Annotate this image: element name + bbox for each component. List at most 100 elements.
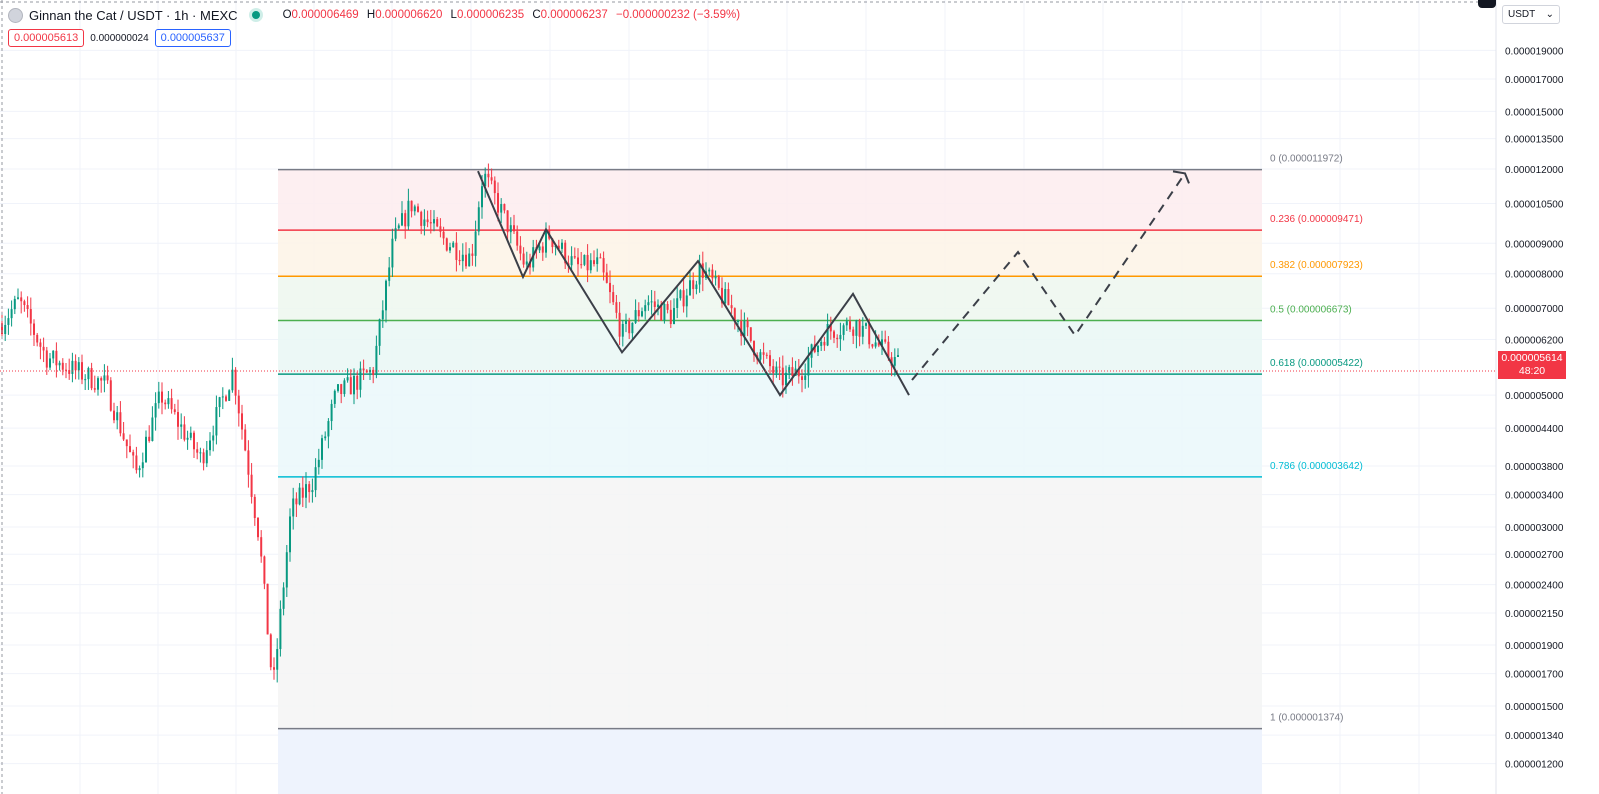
candle-body [429, 222, 432, 224]
candle-body [775, 366, 778, 374]
candle-body [58, 362, 61, 366]
current-price-value: 0.000005614 [1501, 352, 1563, 365]
fib-level-label: 0.618 (0.000005422) [1270, 358, 1363, 369]
symbol-title[interactable]: Ginnan the Cat / USDT · 1h · MEXC [29, 7, 238, 23]
fib-level-label: 0.5 (0.000006673) [1270, 305, 1352, 316]
candlestick-series [1, 163, 899, 683]
candle-body [746, 320, 749, 328]
candle-body [458, 259, 461, 262]
candle-body [33, 323, 35, 335]
candle-body [749, 327, 752, 342]
candle-body [106, 375, 109, 381]
fib-level-label: 1 (0.000001374) [1270, 713, 1343, 724]
candle-body [337, 384, 339, 391]
price-tick-label: 0.000004400 [1505, 424, 1564, 435]
candle-body [71, 360, 74, 374]
candle-body [221, 396, 224, 398]
candle-body [445, 238, 448, 251]
change-value: −0.000000232 (−3.59%) [615, 9, 741, 21]
zigzag-pattern[interactable] [477, 170, 910, 397]
candle-body [141, 462, 144, 469]
candle-body [250, 474, 253, 497]
candle-body [298, 487, 301, 505]
currency-select[interactable]: USDT ⌄ [1502, 5, 1560, 24]
candle-body [189, 432, 192, 438]
candle-body [778, 366, 781, 368]
price-axis: 0.000019000 0.000017000 0.000015000 0.00001… [1495, 0, 1599, 794]
candle-body [404, 213, 407, 227]
candle-body [753, 341, 755, 356]
candle-body [637, 310, 640, 317]
candle-body [471, 253, 474, 256]
candle-countdown: 48:20 [1518, 365, 1546, 378]
candle-body [173, 409, 176, 413]
candle-body [100, 378, 103, 381]
fib-zone [278, 230, 1262, 277]
price-tick-label: 0.000003000 [1505, 523, 1564, 534]
candle-body [4, 324, 7, 335]
candle-body [346, 377, 349, 381]
candle-body [385, 280, 387, 311]
candle-body [570, 256, 573, 266]
candle-body [410, 200, 413, 212]
candle-body [225, 396, 227, 401]
candle-body [509, 225, 512, 233]
candle-body [113, 410, 115, 421]
candle-body [628, 320, 631, 334]
candle-body [129, 446, 131, 453]
candle-body [769, 355, 771, 367]
fibonacci-levels: 0 (0.000011972) 0.236 (0.000009471) 0.382 … [278, 154, 1363, 730]
price-tick-label: 0.000001700 [1505, 670, 1564, 681]
sell-button[interactable]: 0.000005613 [8, 29, 85, 47]
candle-body [602, 258, 605, 273]
price-tick-label: 0.000010500 [1505, 199, 1564, 210]
buy-button[interactable]: 0.000005637 [154, 29, 231, 47]
candle-body [289, 516, 291, 553]
candle-body [263, 556, 266, 584]
candle-body [401, 213, 403, 226]
candle-body [733, 308, 736, 322]
candle-body [829, 323, 832, 332]
fib-zone-extension [278, 728, 1262, 794]
candle-body [413, 206, 416, 212]
settings-icon[interactable] [1478, 0, 1496, 8]
candle-body [122, 433, 125, 440]
candle-body [490, 177, 493, 181]
candle-body [785, 372, 787, 386]
candle-body [781, 367, 784, 386]
candle-body [740, 321, 743, 337]
candle-body [378, 319, 381, 346]
candle-body [269, 634, 272, 668]
candle-body [842, 325, 845, 335]
candle-body [391, 238, 394, 268]
candle-body [138, 468, 141, 471]
candle-body [295, 498, 298, 505]
candle-body [55, 350, 58, 366]
candle-body [324, 436, 327, 439]
candle-body [20, 297, 23, 302]
candle-body [765, 354, 768, 356]
candle-body [154, 403, 157, 418]
candle-body [503, 204, 506, 211]
candle-body [282, 587, 285, 609]
price-tick-label: 0.000012000 [1505, 165, 1564, 176]
candle-body [599, 257, 602, 259]
candle-body [343, 380, 346, 395]
projection-path[interactable] [911, 172, 1186, 381]
candle-body [449, 247, 451, 251]
price-axis-background [1496, 0, 1599, 794]
candle-body [119, 412, 122, 434]
candle-body [276, 649, 279, 670]
candle-body [644, 305, 647, 312]
candle-body [833, 331, 835, 338]
candle-body [657, 304, 659, 307]
pattern-drawing [477, 170, 1190, 397]
candle-body [42, 346, 45, 351]
candle-body [871, 344, 874, 347]
candle-body [685, 295, 688, 307]
candle-body [84, 379, 87, 381]
candle-body [375, 345, 378, 376]
candle-body [557, 245, 560, 249]
candle-body [209, 440, 211, 451]
